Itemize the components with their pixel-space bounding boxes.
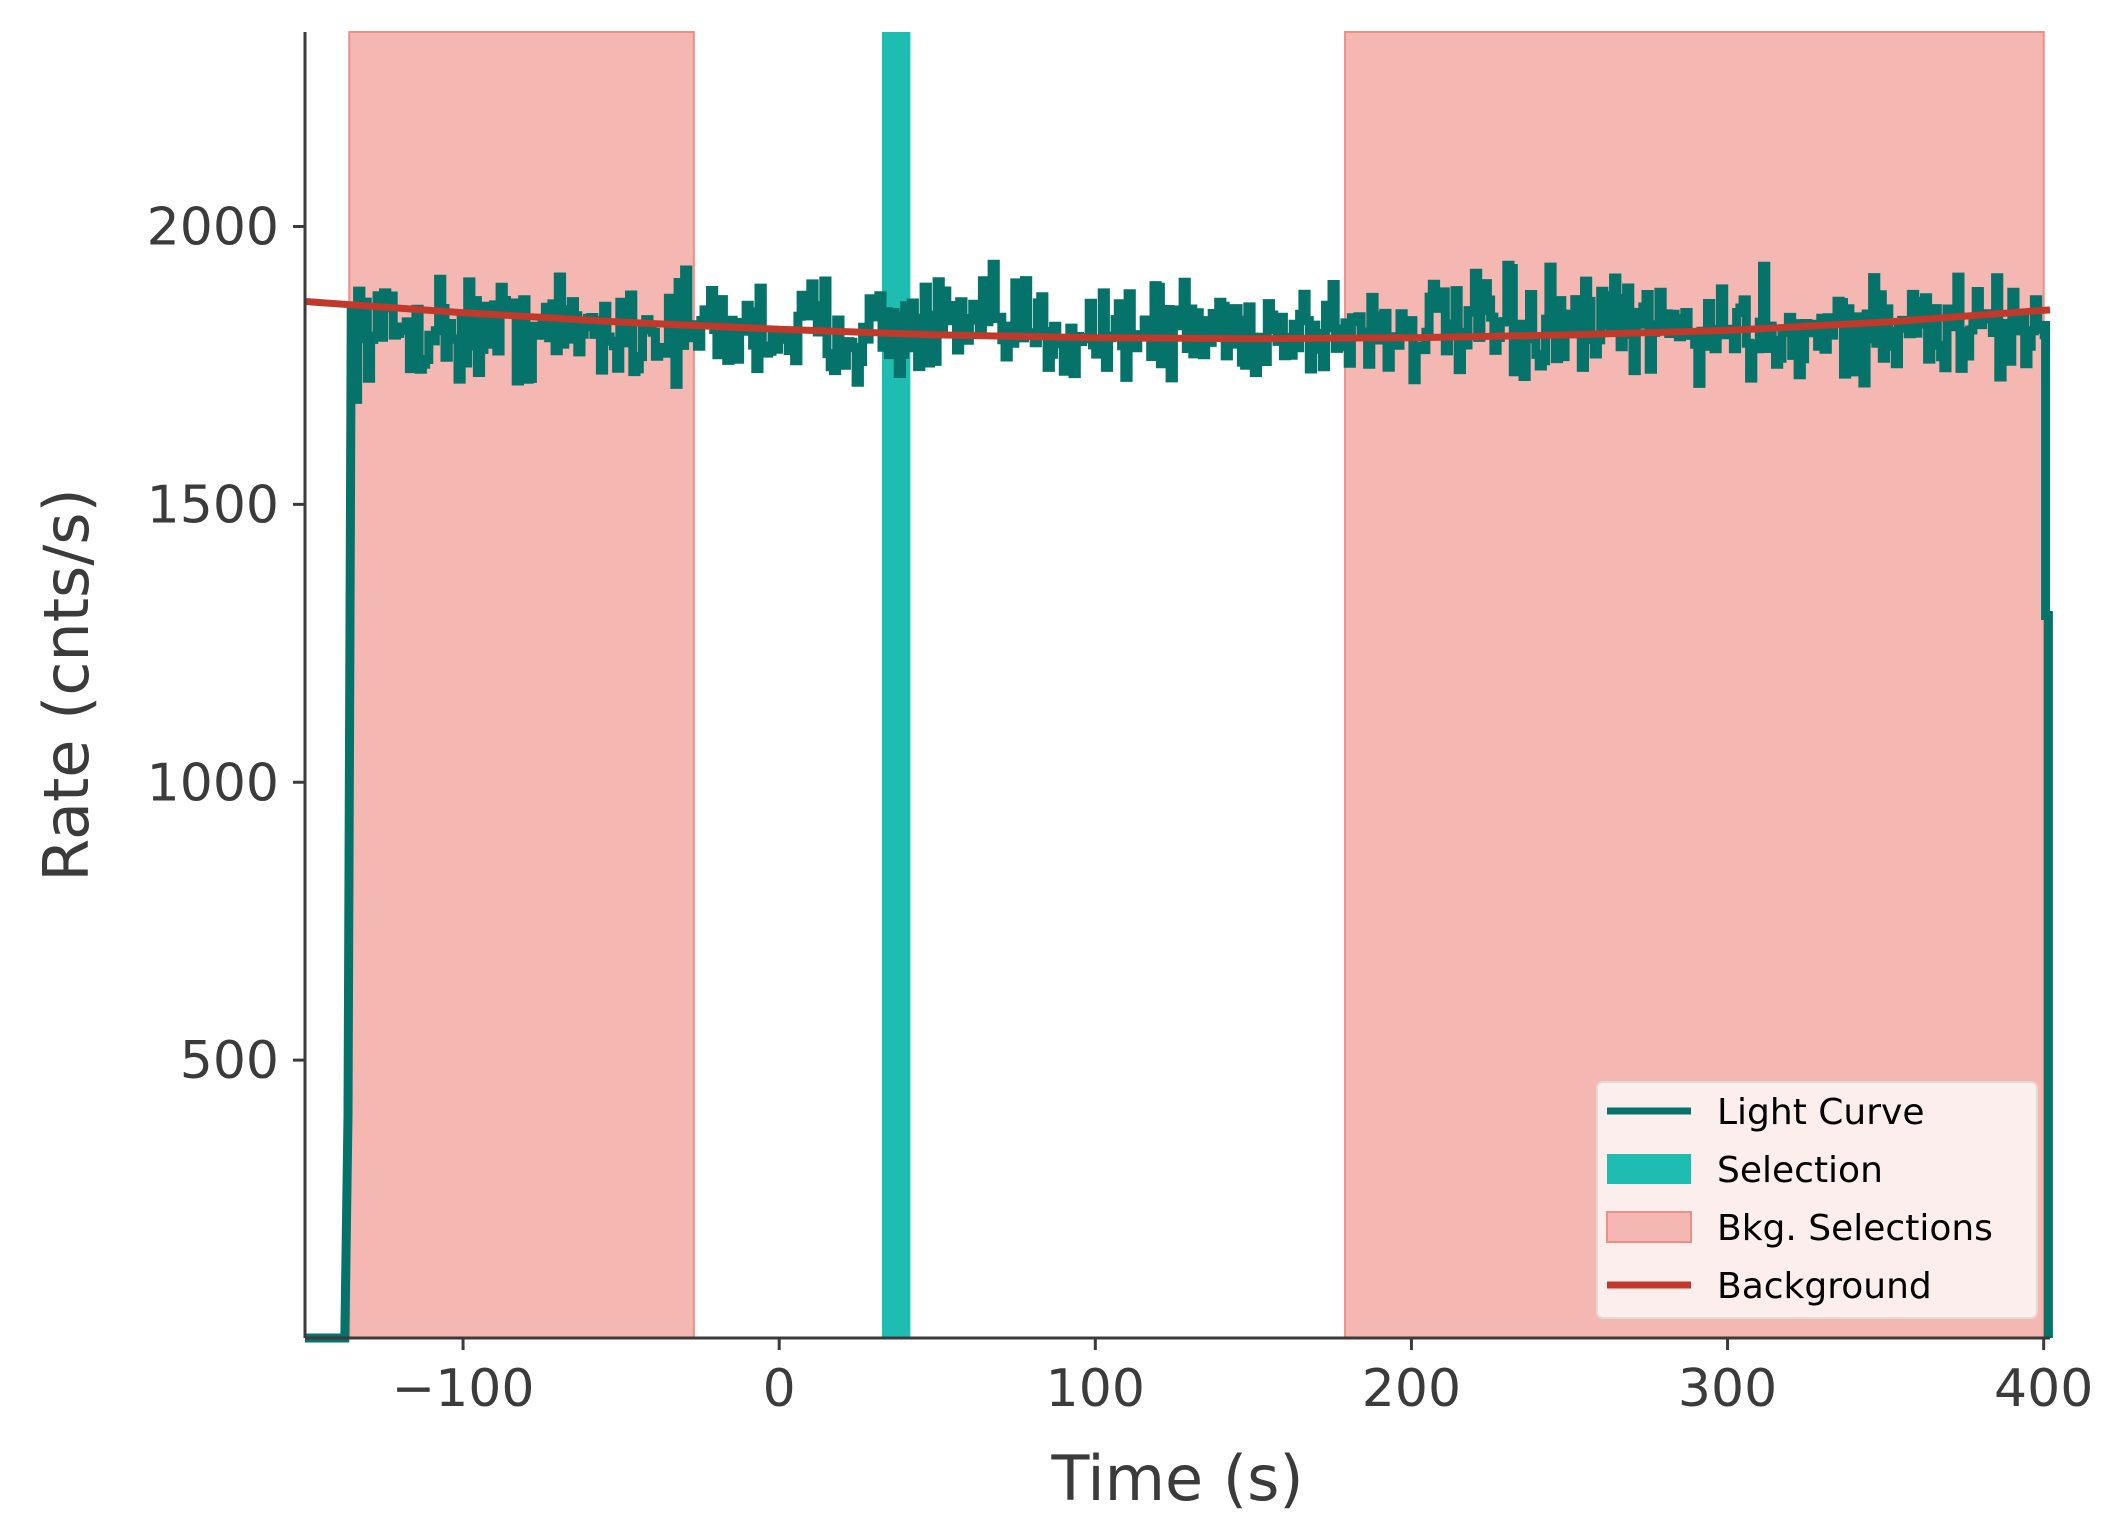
y-tick-label: 1000 <box>147 753 279 813</box>
x-axis-label: Time (s) <box>1050 1442 1303 1515</box>
legend-label: Light Curve <box>1717 1092 1925 1133</box>
y-axis-label: Rate (cnts/s) <box>30 488 103 881</box>
legend-label: Background <box>1717 1266 1932 1307</box>
light-curve-line <box>305 259 2053 1343</box>
legend: Light Curve Selection Bkg. Selections Backg… <box>1596 1081 2038 1319</box>
x-tick-label: −100 <box>392 1359 535 1419</box>
x-tick-label: 100 <box>1046 1359 1145 1419</box>
x-tick-label: 300 <box>1678 1359 1777 1419</box>
x-tick-label: 400 <box>1994 1359 2093 1419</box>
legend-selection-swatch <box>1607 1154 1691 1184</box>
x-tick-label: 200 <box>1362 1359 1461 1419</box>
x-tick-label: 0 <box>763 1359 796 1419</box>
light-curve-layer <box>305 259 2053 1343</box>
selection-span <box>881 32 911 1338</box>
legend-frame <box>1596 1081 2038 1319</box>
y-tick-label: 2000 <box>147 198 279 258</box>
bkg-selection-span-1 <box>348 31 695 1339</box>
tick-labels: −100 0 100 200 300 400 500 1000 1500 2000 <box>147 198 2094 1419</box>
legend-label: Selection <box>1717 1150 1883 1191</box>
y-tick-label: 500 <box>180 1031 279 1091</box>
selection-layer <box>881 32 911 1338</box>
y-tick-label: 1500 <box>147 475 279 535</box>
axes <box>293 32 2050 1350</box>
legend-bkg-selections-swatch <box>1606 1211 1692 1243</box>
background-fit-line <box>304 298 2051 343</box>
legend-label: Bkg. Selections <box>1717 1208 1993 1249</box>
background-fit-layer <box>304 298 2051 343</box>
